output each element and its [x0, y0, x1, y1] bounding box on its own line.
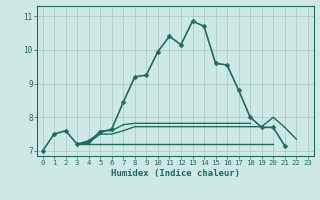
X-axis label: Humidex (Indice chaleur): Humidex (Indice chaleur)	[111, 169, 240, 178]
